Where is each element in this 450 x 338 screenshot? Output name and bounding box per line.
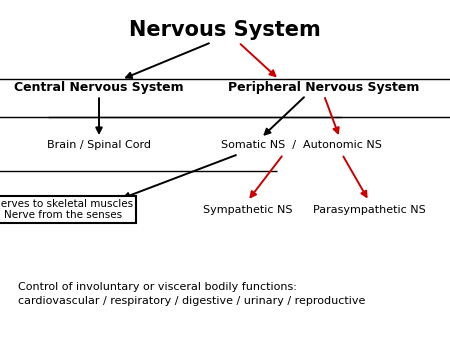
Text: Nerves to skeletal muscles
Nerve from the senses: Nerves to skeletal muscles Nerve from th… xyxy=(0,199,133,220)
Text: Somatic NS  /  Autonomic NS: Somatic NS / Autonomic NS xyxy=(221,140,382,150)
Text: Nervous System: Nervous System xyxy=(129,20,321,41)
Text: Sympathetic NS: Sympathetic NS xyxy=(203,204,292,215)
Text: Central Nervous System: Central Nervous System xyxy=(14,81,184,94)
Text: Control of involuntary or visceral bodily functions:
cardiovascular / respirator: Control of involuntary or visceral bodil… xyxy=(18,282,365,307)
Text: Peripheral Nervous System: Peripheral Nervous System xyxy=(228,81,420,94)
Text: Parasympathetic NS: Parasympathetic NS xyxy=(313,204,425,215)
Text: Brain / Spinal Cord: Brain / Spinal Cord xyxy=(47,140,151,150)
